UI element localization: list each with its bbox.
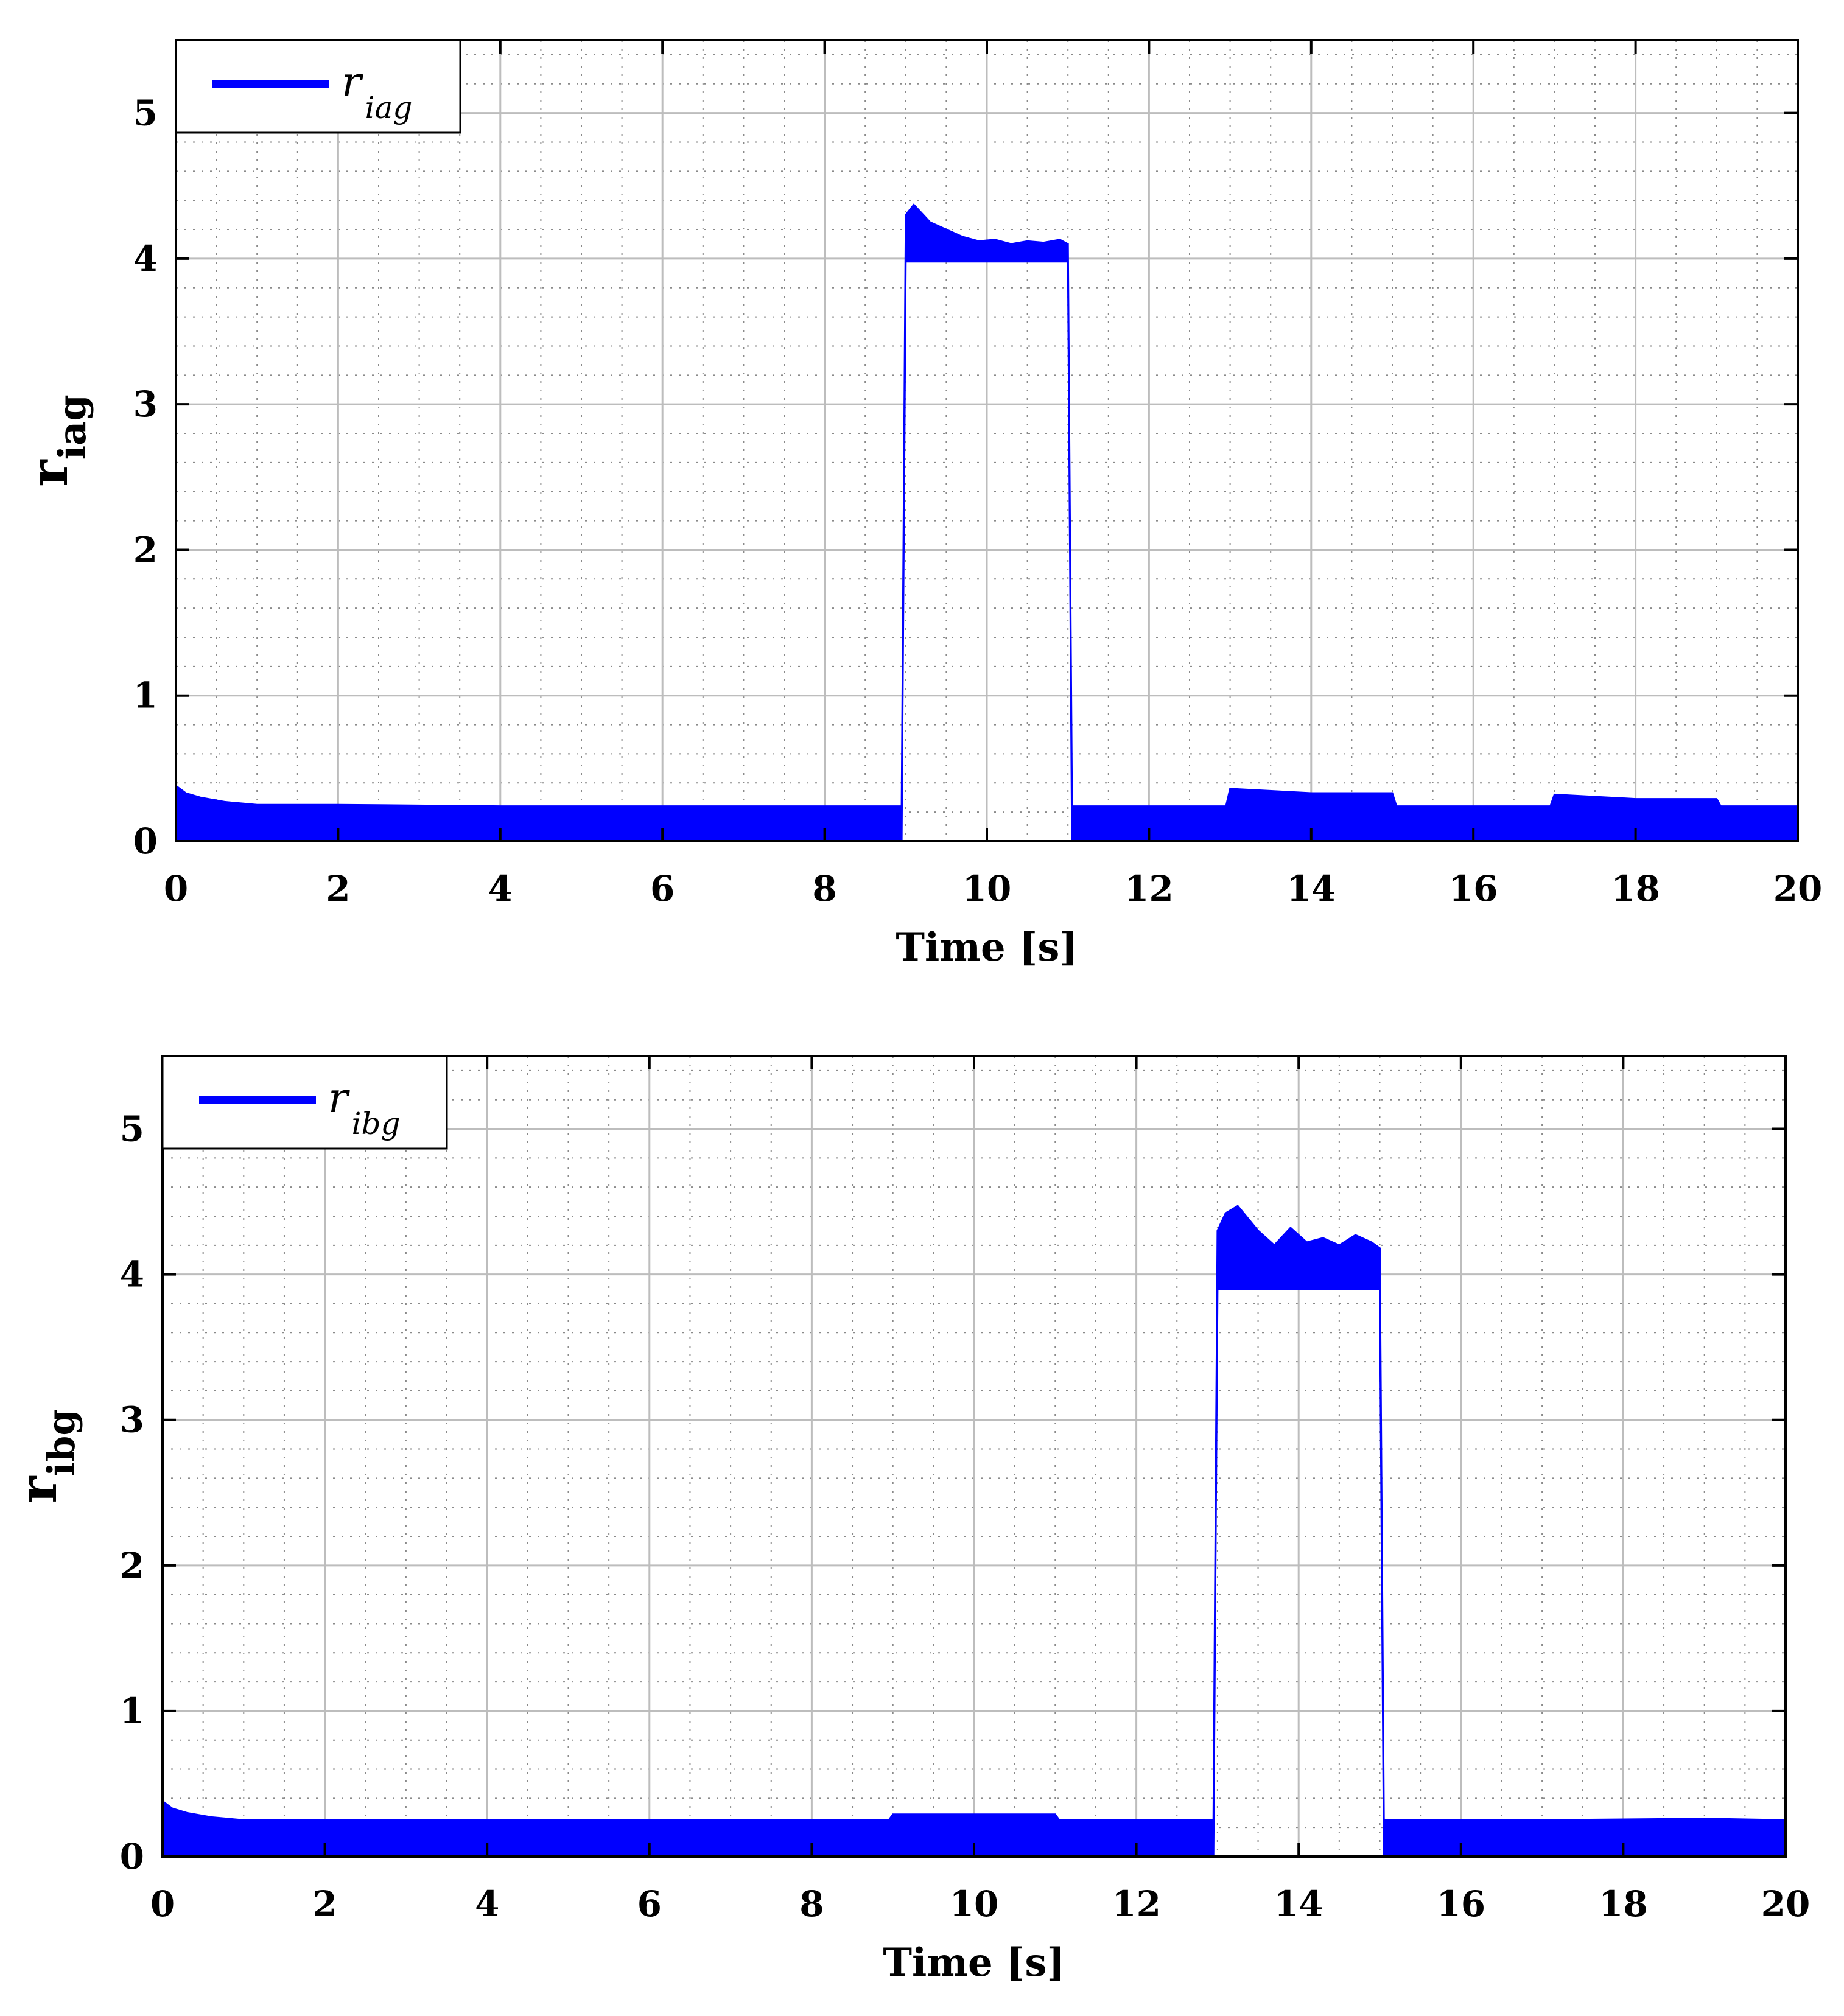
x-tick-label: 10	[962, 868, 1012, 909]
x-tick-label: 8	[799, 1883, 824, 1925]
x-tick-label: 12	[1124, 868, 1174, 909]
x-tick-label: 2	[312, 1883, 337, 1925]
y-tick-label: 1	[120, 1690, 144, 1732]
legend: ribg	[161, 1055, 448, 1150]
x-tick-label: 16	[1449, 868, 1498, 909]
x-tick-label: 20	[1761, 1883, 1811, 1925]
legend: riag	[175, 39, 461, 134]
x-tick-label: 4	[475, 1883, 499, 1925]
y-tick-label: 2	[133, 529, 158, 570]
y-tick-label: 2	[120, 1545, 144, 1586]
y-tick-label: 4	[120, 1254, 144, 1295]
x-tick-label: 0	[164, 868, 188, 909]
legend-label-sub: ibg	[352, 1106, 401, 1141]
x-tick-label: 14	[1286, 868, 1336, 909]
x-tick-label: 2	[326, 868, 350, 909]
x-tick-label: 6	[650, 868, 675, 909]
x-tick-label: 4	[488, 868, 513, 909]
x-tick-label: 18	[1611, 868, 1660, 909]
x-axis-label: Time [s]	[896, 925, 1078, 970]
y-tick-label: 1	[133, 675, 158, 716]
x-axis-label: Time [s]	[883, 1940, 1065, 1986]
x-tick-label: 16	[1436, 1883, 1485, 1925]
y-axis-label: ribg	[8, 1409, 83, 1503]
y-tick-label: 4	[133, 238, 158, 279]
x-tick-label: 14	[1274, 1883, 1323, 1925]
y-axis-label: riag	[19, 394, 94, 486]
legend-label-base: r	[328, 1074, 350, 1122]
legend-label: ribg	[328, 1074, 401, 1141]
y-tick-label: 0	[133, 821, 158, 862]
x-tick-label: 10	[950, 1883, 999, 1925]
y-axis-label-base: r	[8, 1475, 68, 1503]
x-tick-label: 18	[1599, 1883, 1648, 1925]
legend-label-sub: iag	[365, 90, 413, 125]
y-axis-label-sub: ibg	[39, 1409, 83, 1476]
x-tick-label: 8	[812, 868, 836, 909]
x-tick-label: 0	[150, 1883, 175, 1925]
y-tick-label: 5	[120, 1108, 144, 1150]
y-tick-label: 3	[120, 1399, 144, 1441]
y-axis-label-base: r	[19, 459, 79, 487]
y-tick-label: 5	[133, 93, 158, 134]
x-tick-label: 6	[637, 1883, 662, 1925]
legend-label: riag	[342, 58, 412, 125]
y-tick-label: 0	[120, 1836, 144, 1877]
y-tick-label: 3	[133, 383, 158, 425]
legend-label-base: r	[342, 58, 363, 107]
y-axis-label-sub: iag	[50, 394, 94, 460]
x-tick-label: 12	[1112, 1883, 1161, 1925]
x-tick-label: 20	[1773, 868, 1823, 909]
